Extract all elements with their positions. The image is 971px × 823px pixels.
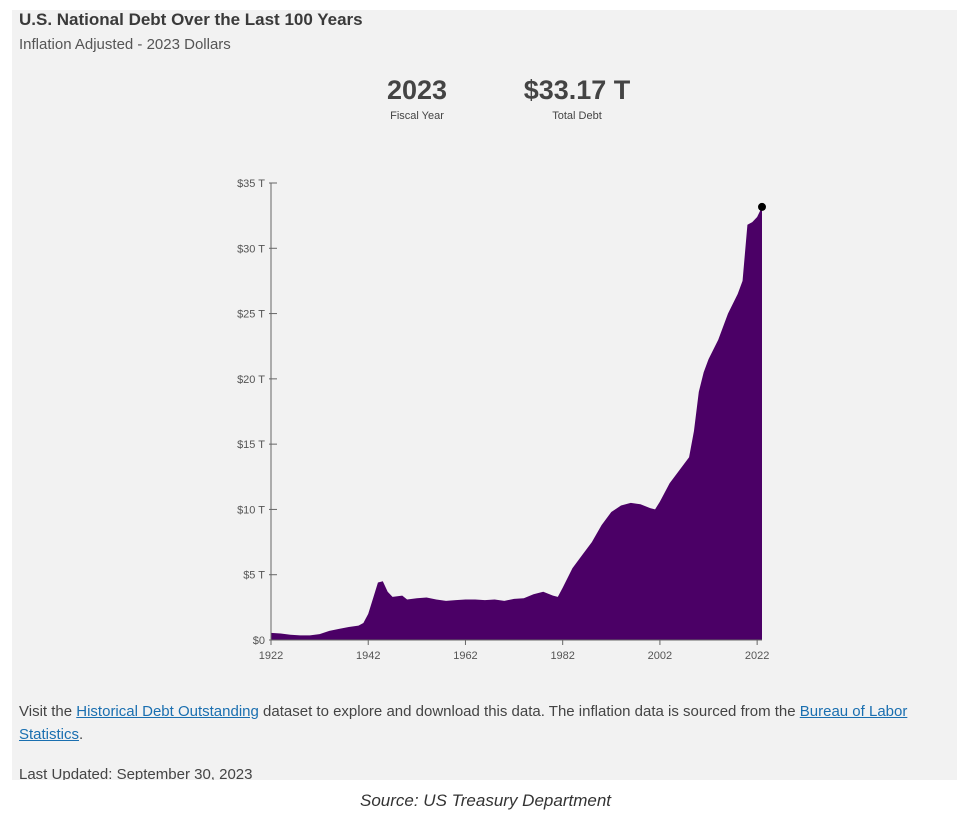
fiscal-year-value: 2023	[386, 75, 448, 105]
y-tick-label: $35 T	[237, 178, 265, 190]
y-tick-label: $25 T	[237, 309, 265, 321]
fiscal-year-stat: 2023 Fiscal Year	[372, 74, 462, 122]
debt-area-chart: $0 $5 T $10 T $15 T $20 T $25 T $30 T $35 T 1922…	[237, 178, 769, 662]
chart-subtitle: Inflation Adjusted - 2023 Dollars	[19, 36, 231, 53]
footer-text-part: .	[79, 726, 84, 743]
x-tick-label: 2002	[648, 650, 672, 662]
fiscal-year-label: Fiscal Year	[390, 110, 444, 122]
y-tick-label: $10 T	[237, 504, 265, 516]
footer-text-part: Visit the	[19, 703, 77, 720]
x-tick-label: 2022	[745, 650, 769, 662]
last-updated: Last Updated: September 30, 2023	[19, 766, 253, 780]
current-debt-point	[758, 202, 766, 211]
footer-text-part: dataset to explore and download this dat…	[258, 703, 800, 720]
bureau-labor-statistics-link[interactable]: Bureau of Labor Statistics	[19, 703, 908, 743]
x-tick-label: 1942	[356, 650, 380, 662]
y-tick-label: $5 T	[243, 570, 265, 582]
x-tick-label: 1962	[453, 650, 477, 662]
historical-debt-link[interactable]: Historical Debt Outstanding	[76, 703, 259, 720]
y-tick-label: $30 T	[237, 243, 265, 255]
chart-panel: U.S. National Debt Over the Last 100 Yea…	[12, 10, 957, 780]
total-debt-label: Total Debt	[552, 110, 602, 122]
y-tick-label: $0	[253, 635, 265, 647]
x-tick-label: 1982	[550, 650, 574, 662]
chart-title: U.S. National Debt Over the Last 100 Yea…	[19, 10, 363, 29]
footer-description: Visit the Historical Debt Outstanding da…	[19, 700, 955, 746]
total-debt-value: $33.17 T	[523, 75, 631, 105]
y-tick-label: $15 T	[237, 439, 265, 451]
source-caption: Source: US Treasury Department	[360, 791, 611, 810]
total-debt-stat: $33.17 T Total Debt	[507, 74, 647, 122]
y-tick-label: $20 T	[237, 374, 265, 386]
x-tick-label: 1922	[259, 650, 283, 662]
debt-area-series	[271, 206, 762, 640]
